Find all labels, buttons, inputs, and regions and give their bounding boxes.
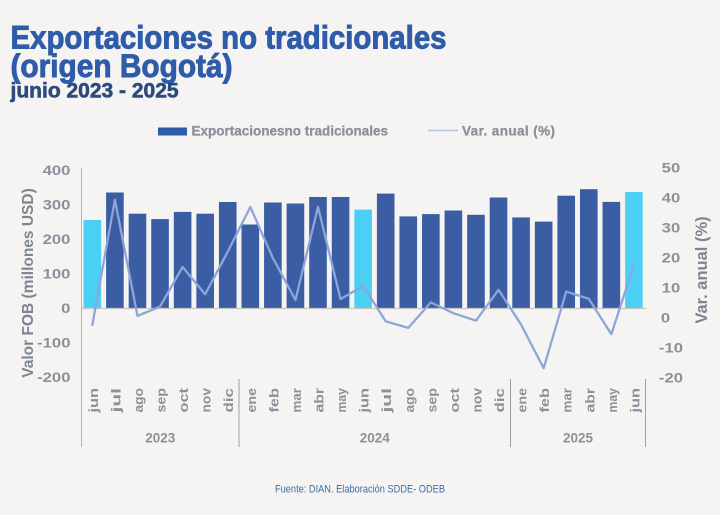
- svg-text:Fuente: DIAN. Elaboración SDDE: Fuente: DIAN. Elaboración SDDE- ODEB: [275, 484, 445, 496]
- svg-text:jun: jun: [627, 388, 642, 414]
- svg-text:junio 2023 - 2025: junio 2023 - 2025: [10, 80, 179, 103]
- svg-text:Valor FOB (millones USD): Valor FOB (millones USD): [20, 188, 37, 377]
- svg-text:10: 10: [662, 281, 681, 296]
- svg-text:ene: ene: [515, 388, 530, 413]
- svg-text:dic: dic: [492, 388, 507, 413]
- svg-text:-100: -100: [37, 336, 70, 351]
- svg-text:2024: 2024: [360, 431, 391, 446]
- svg-text:oct: oct: [447, 387, 462, 412]
- svg-text:sep: sep: [154, 388, 169, 413]
- svg-text:nov: nov: [469, 387, 484, 412]
- svg-text:30: 30: [662, 221, 681, 236]
- svg-text:Var. anual (%): Var. anual (%): [693, 216, 711, 323]
- svg-text:nov: nov: [199, 387, 214, 412]
- svg-text:dic: dic: [221, 388, 236, 413]
- svg-text:100: 100: [43, 267, 71, 282]
- svg-text:ago: ago: [402, 388, 417, 413]
- svg-text:20: 20: [662, 251, 681, 266]
- svg-text:oct: oct: [176, 387, 191, 412]
- svg-text:mar: mar: [289, 388, 304, 413]
- svg-text:-200: -200: [37, 370, 70, 385]
- svg-text:0: 0: [61, 301, 70, 316]
- svg-text:may: may: [334, 387, 349, 412]
- svg-text:(origen Bogotá): (origen Bogotá): [11, 48, 233, 84]
- svg-text:2023: 2023: [145, 431, 176, 446]
- svg-text:Exportaciones no tradicionales: Exportaciones no tradicionales: [11, 19, 447, 55]
- svg-text:abr: abr: [582, 388, 597, 413]
- svg-text:jul: jul: [379, 388, 394, 414]
- svg-text:Exportacionesno tradicionales: Exportacionesno tradicionales: [192, 124, 389, 139]
- svg-text:feb: feb: [537, 388, 552, 413]
- svg-text:2025: 2025: [563, 431, 594, 446]
- svg-text:jun: jun: [86, 388, 101, 414]
- svg-text:Var. anual (%): Var. anual (%): [462, 124, 555, 139]
- svg-text:-20: -20: [659, 371, 683, 386]
- svg-text:feb: feb: [266, 388, 281, 413]
- svg-text:sep: sep: [424, 388, 439, 413]
- svg-text:0: 0: [661, 311, 670, 326]
- svg-text:300: 300: [43, 198, 71, 213]
- svg-text:mar: mar: [560, 388, 575, 413]
- svg-text:jun: jun: [357, 388, 372, 414]
- svg-text:200: 200: [43, 232, 71, 247]
- svg-text:ene: ene: [244, 388, 259, 413]
- svg-text:400: 400: [43, 163, 71, 178]
- svg-text:abr: abr: [312, 388, 327, 413]
- svg-text:may: may: [605, 387, 620, 412]
- svg-text:50: 50: [662, 161, 681, 176]
- svg-text:ago: ago: [131, 388, 146, 413]
- svg-text:-10: -10: [659, 341, 683, 356]
- svg-text:40: 40: [662, 191, 681, 206]
- svg-text:jul: jul: [108, 388, 123, 414]
